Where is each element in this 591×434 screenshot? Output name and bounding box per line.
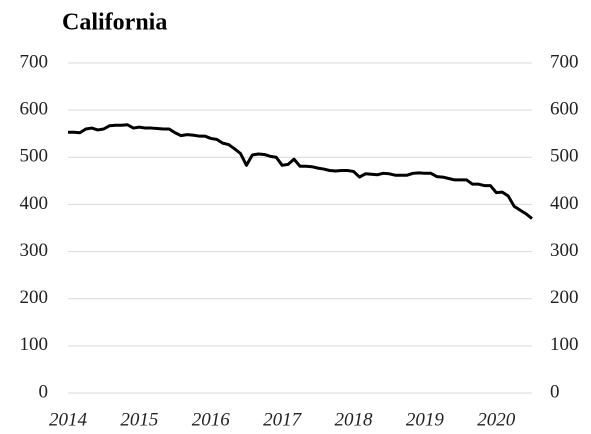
- chart-title: California: [62, 10, 167, 36]
- y2-tick-label: 700: [550, 51, 579, 72]
- y2-tick-label: 100: [550, 334, 579, 355]
- y2-tick-label: 300: [550, 240, 579, 261]
- y2-tick-label: 400: [550, 193, 579, 214]
- y-tick-label: 100: [20, 334, 49, 355]
- x-tick-label: 2019: [406, 409, 445, 430]
- x-tick-label: 2014: [49, 409, 88, 430]
- y-tick-label: 700: [20, 51, 49, 72]
- x-tick-label: 2020: [477, 409, 516, 430]
- y2-tick-label: 200: [550, 287, 579, 308]
- y-tick-label: 400: [20, 193, 49, 214]
- y2-tick-label: 0: [550, 381, 560, 402]
- y-tick-label: 500: [20, 146, 49, 167]
- y2-tick-label: 600: [550, 99, 579, 120]
- x-tick-label: 2018: [335, 409, 374, 430]
- x-tick-label: 2017: [263, 409, 303, 430]
- x-tick-label: 2015: [120, 409, 158, 430]
- x-tick-label: 2016: [192, 409, 231, 430]
- y-tick-label: 200: [20, 287, 49, 308]
- y-tick-label: 300: [20, 240, 49, 261]
- y2-tick-label: 500: [550, 146, 579, 167]
- y-tick-label: 0: [39, 381, 49, 402]
- y-tick-label: 600: [20, 99, 49, 120]
- line: [68, 123, 533, 220]
